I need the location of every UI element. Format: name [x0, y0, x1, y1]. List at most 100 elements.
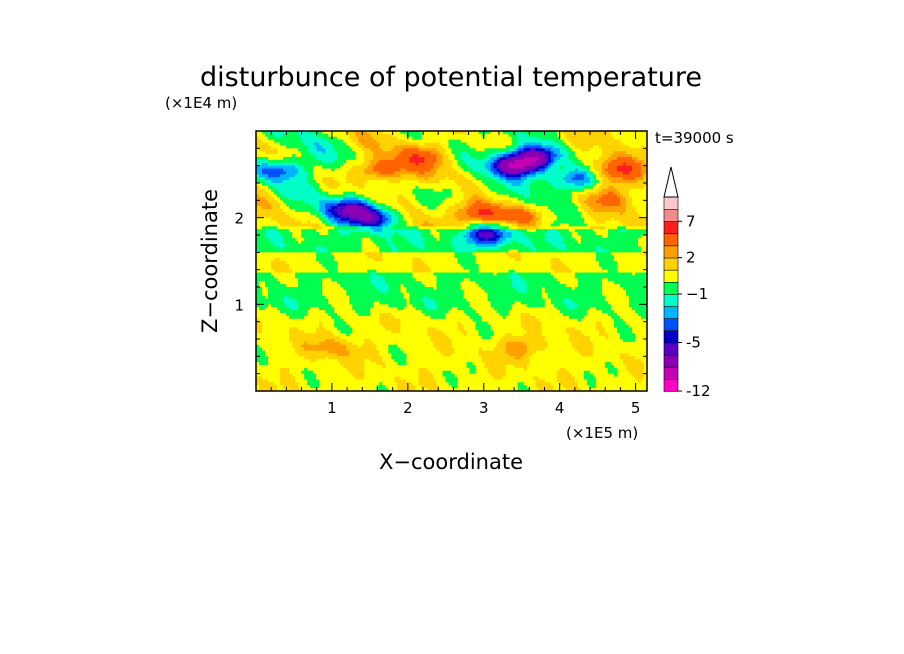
heatmap-cell	[472, 235, 477, 239]
heatmap-cell	[448, 223, 453, 227]
heatmap-cell	[631, 194, 636, 199]
heatmap-cell	[526, 157, 531, 161]
heatmap-cell	[286, 232, 290, 236]
heatmap-cell	[418, 177, 423, 181]
heatmap-cell	[325, 229, 329, 233]
heatmap-cell	[574, 235, 579, 239]
heatmap-cell	[472, 185, 477, 190]
heatmap-cell	[328, 240, 332, 245]
heatmap-cell	[412, 157, 417, 161]
heatmap-cell	[379, 165, 383, 170]
heatmap-cell	[562, 183, 567, 187]
heatmap-cell	[337, 136, 341, 141]
heatmap-cell	[307, 131, 311, 135]
heatmap-cell	[586, 206, 591, 210]
heatmap-cell	[592, 165, 597, 170]
heatmap-cell	[337, 209, 341, 213]
heatmap-cell	[403, 177, 407, 181]
heatmap-cell	[379, 177, 383, 181]
heatmap-cell	[286, 209, 290, 213]
heatmap-cell	[511, 154, 516, 158]
heatmap-cell	[532, 214, 537, 219]
heatmap-cell	[283, 174, 287, 178]
heatmap-cell	[601, 223, 606, 227]
heatmap-cell	[514, 154, 519, 158]
heatmap-cell	[355, 159, 359, 164]
heatmap-cell	[634, 145, 639, 149]
heatmap-cell	[565, 229, 570, 233]
heatmap-cell	[259, 229, 263, 233]
heatmap-cell	[292, 206, 296, 210]
heatmap-cell	[325, 240, 329, 245]
heatmap-cell	[529, 235, 534, 239]
heatmap-cell	[310, 145, 314, 149]
heatmap-cell	[511, 203, 516, 207]
heatmap-cell	[346, 197, 350, 201]
heatmap-cell	[487, 136, 492, 141]
heatmap-cell	[535, 154, 540, 158]
heatmap-cell	[343, 133, 347, 138]
heatmap-cell	[310, 142, 314, 147]
heatmap-cell	[550, 159, 555, 164]
heatmap-cell	[583, 237, 588, 242]
heatmap-cell	[265, 235, 269, 239]
heatmap-cell	[445, 159, 450, 164]
heatmap-cell	[268, 232, 272, 236]
heatmap-cell	[298, 165, 302, 170]
heatmap-cell	[601, 206, 606, 210]
heatmap-cell	[631, 203, 636, 207]
heatmap-cell	[562, 142, 567, 147]
heatmap-cell	[352, 235, 356, 239]
heatmap-cell	[493, 139, 498, 144]
heatmap-cell	[448, 133, 453, 138]
heatmap-cell	[352, 220, 356, 225]
heatmap-cell	[550, 197, 555, 201]
heatmap-cell	[337, 203, 341, 207]
heatmap-cell	[541, 171, 546, 175]
heatmap-cell	[604, 211, 609, 216]
heatmap-cell	[541, 209, 546, 213]
heatmap-cell	[505, 209, 510, 213]
heatmap-cell	[637, 229, 642, 233]
heatmap-cell	[448, 168, 453, 173]
heatmap-cell	[637, 165, 642, 170]
heatmap-cell	[625, 214, 630, 219]
heatmap-cell	[412, 223, 417, 227]
heatmap-cell	[394, 209, 398, 213]
heatmap-cell	[364, 177, 368, 181]
heatmap-cell	[265, 136, 269, 141]
heatmap-cell	[541, 223, 546, 227]
heatmap-cell	[337, 165, 341, 170]
heatmap-cell	[460, 223, 465, 227]
heatmap-cell	[400, 165, 404, 170]
heatmap-cell	[403, 142, 407, 147]
heatmap-cell	[274, 177, 278, 181]
heatmap-cell	[475, 197, 480, 201]
heatmap-cell	[577, 168, 582, 173]
heatmap-cell	[541, 188, 546, 193]
heatmap-cell	[469, 162, 474, 167]
heatmap-cell	[403, 183, 407, 187]
heatmap-cell	[328, 148, 332, 152]
heatmap-cell	[589, 162, 594, 167]
heatmap-cell	[268, 214, 272, 219]
heatmap-cell	[274, 185, 278, 190]
heatmap-cell	[301, 168, 305, 173]
heatmap-cell	[259, 220, 263, 225]
heatmap-cell	[451, 217, 456, 222]
heatmap-cell	[490, 133, 495, 138]
heatmap-cell	[607, 185, 612, 190]
heatmap-cell	[271, 211, 275, 216]
heatmap-cell	[400, 183, 404, 187]
heatmap-cell	[604, 145, 609, 149]
heatmap-cell	[370, 159, 374, 164]
heatmap-cell	[595, 148, 600, 152]
heatmap-cell	[418, 154, 423, 158]
heatmap-cell	[562, 136, 567, 141]
heatmap-cell	[319, 180, 323, 184]
heatmap-cell	[595, 183, 600, 187]
heatmap-cell	[523, 188, 528, 193]
heatmap-cell	[490, 188, 495, 193]
heatmap-cell	[280, 214, 284, 219]
heatmap-cell	[571, 174, 576, 178]
